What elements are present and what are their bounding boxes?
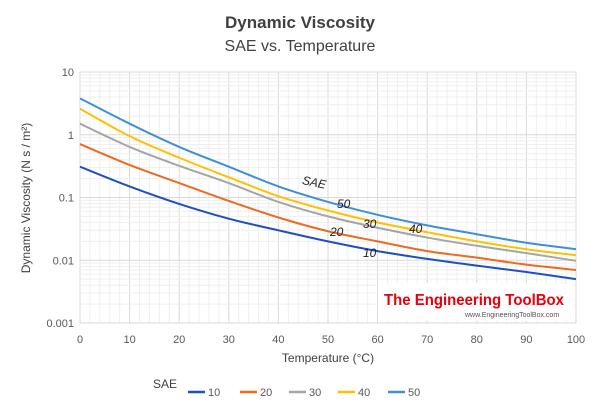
legend-label-10: 10 — [208, 387, 220, 399]
curve-label-50: 50 — [337, 197, 351, 211]
curve-label-10: 10 — [363, 246, 377, 260]
y-tick-label: 10 — [62, 67, 74, 79]
chart-title: Dynamic Viscosity — [225, 13, 375, 32]
watermark-logo: The Engineering ToolBox — [384, 292, 564, 309]
x-tick-label: 100 — [567, 334, 585, 346]
legend-title: SAE — [153, 377, 177, 391]
curve-labels: SAE 50 30 40 20 10 — [301, 173, 423, 260]
curve-label-sae: SAE — [301, 173, 328, 192]
legend-label-40: 40 — [358, 387, 370, 399]
x-tick-label: 80 — [471, 334, 483, 346]
x-tick-label: 20 — [173, 334, 185, 346]
x-tick-label: 50 — [322, 334, 334, 346]
series-line-sae-30 — [79, 122, 577, 262]
y-tick-label: 1 — [68, 130, 74, 142]
x-tick-label: 70 — [421, 334, 433, 346]
x-tick-label: 0 — [77, 334, 83, 346]
curve-label-30: 30 — [363, 217, 377, 231]
x-tick-label: 60 — [371, 334, 383, 346]
series-line-sae-20 — [79, 143, 577, 271]
x-tick-label: 30 — [223, 334, 235, 346]
chart-subtitle: SAE vs. Temperature — [225, 38, 376, 55]
legend-label-30: 30 — [309, 387, 321, 399]
x-axis-label: Temperature (°C) — [282, 351, 374, 365]
legend: SAE 10 20 30 40 50 — [153, 377, 420, 399]
x-tick-label: 10 — [123, 334, 135, 346]
series-line-sae-10 — [79, 165, 577, 281]
axis-ticks: 0 10 20 30 40 50 60 70 80 90 100 0.001 0.01 0.1 1 10 — [46, 67, 585, 346]
y-axis-label: Dynamic Viscosity (N s / m²) — [19, 123, 33, 273]
legend-label-50: 50 — [408, 387, 420, 399]
series-line-sae-40 — [79, 107, 577, 257]
x-tick-label: 90 — [520, 334, 532, 346]
y-tick-label: 0.01 — [53, 255, 74, 267]
series-lines — [79, 97, 577, 281]
y-tick-label: 0.1 — [59, 193, 74, 205]
legend-label-20: 20 — [260, 387, 272, 399]
curve-label-40: 40 — [409, 222, 423, 236]
series-line-sae-50 — [79, 97, 577, 251]
x-tick-label: 40 — [272, 334, 284, 346]
watermark-url: www.EngineeringToolBox.com — [464, 312, 559, 319]
watermark: The Engineering ToolBox www.EngineeringT… — [378, 283, 573, 321]
grid — [79, 71, 577, 324]
y-tick-label: 0.001 — [46, 318, 74, 330]
curve-label-20: 20 — [329, 225, 344, 239]
